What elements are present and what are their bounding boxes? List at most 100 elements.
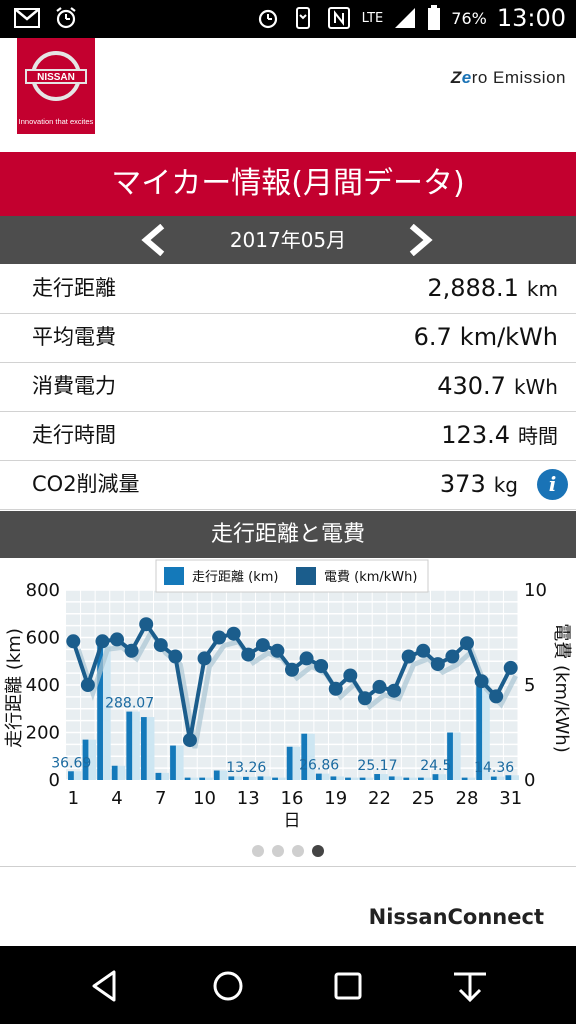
distance-bar (213, 770, 220, 780)
stat-label: 消費電力 (32, 374, 116, 398)
stat-value: 123.4 時間 (441, 421, 558, 449)
stat-row-distance: 走行距離 2,888.1 km (0, 264, 576, 314)
efficiency-point (372, 679, 387, 694)
status-bar: LTE 76% 13:00 (0, 0, 576, 38)
next-month-button[interactable] (404, 224, 438, 256)
efficiency-point (328, 681, 343, 696)
back-icon[interactable] (84, 964, 128, 1008)
distance-bar-shadow (187, 777, 199, 780)
clock: 13:00 (496, 4, 566, 32)
distance-bar (243, 776, 249, 780)
y-tick-left: 0 (49, 770, 60, 791)
distance-bar (505, 775, 512, 780)
efficiency-point (255, 638, 270, 653)
distance-bar-shadow (508, 775, 519, 780)
distance-bar (257, 776, 264, 780)
efficiency-point (285, 662, 299, 677)
legend-distance: 走行距離 (km) (192, 570, 278, 585)
download-icon[interactable] (448, 964, 492, 1008)
vibrate-icon (295, 7, 310, 29)
network-type: LTE (361, 10, 384, 26)
distance-bar-shadow (391, 776, 403, 780)
distance-bar-shadow (85, 739, 97, 780)
distance-bar (97, 644, 103, 780)
nissan-emblem-icon: NISSAN (25, 51, 87, 101)
efficiency-point (489, 689, 504, 704)
efficiency-point (124, 643, 139, 658)
efficiency-point (226, 626, 241, 641)
efficiency-point (503, 660, 518, 675)
efficiency-point (314, 659, 329, 673)
distance-bar (199, 777, 206, 780)
efficiency-point (270, 643, 285, 658)
distance-bar-shadow (71, 771, 82, 780)
prev-month-button[interactable] (136, 224, 170, 256)
efficiency-point (110, 632, 125, 647)
distance-bar (272, 777, 278, 780)
recents-icon[interactable] (326, 964, 370, 1008)
efficiency-point (139, 617, 154, 632)
distance-bar (359, 777, 366, 780)
x-tick: 10 (193, 788, 216, 809)
data-label: 25.17 (357, 758, 397, 774)
stat-row-co2: CO2削減量 373 kg i (0, 460, 576, 510)
efficiency-point (299, 651, 314, 666)
distance-bar-shadow (114, 765, 126, 780)
app-header: NISSAN Innovation that excites Zero Emis… (0, 38, 576, 153)
nissan-connect-logo: NissanConnect (368, 905, 544, 929)
distance-bar (82, 739, 89, 780)
data-label: 36.69 (51, 755, 91, 771)
legend-swatch-distance (164, 567, 184, 585)
distance-bar (388, 776, 395, 780)
efficiency-point (459, 636, 474, 651)
distance-bar (140, 717, 147, 780)
efficiency-point (445, 649, 460, 664)
x-tick: 7 (155, 788, 166, 809)
nfc-icon (327, 7, 350, 29)
data-label: 14.36 (474, 760, 514, 776)
efficiency-point (401, 649, 416, 664)
legend-swatch-efficiency (296, 567, 316, 585)
distance-bar-shadow (420, 777, 432, 780)
home-icon[interactable] (206, 964, 250, 1008)
distance-bar-shadow (377, 774, 388, 780)
stat-label: 走行距離 (32, 276, 116, 300)
data-label: 13.26 (226, 760, 266, 776)
distance-bar-shadow (435, 774, 447, 780)
stat-row-efficiency: 平均電費 6.7 km/kWh (0, 313, 576, 363)
distance-bar (301, 733, 308, 780)
distance-bar-shadow (348, 777, 359, 780)
distance-bar-shadow (275, 777, 286, 780)
page-dot (292, 845, 304, 857)
chart-area[interactable]: 36.69 288.07 13.26 26.86 25.17 24.5 14.36 0 200… (0, 558, 576, 838)
distance-bar-shadow (362, 777, 374, 780)
distance-bar (68, 771, 74, 780)
distance-bar-shadow (100, 644, 111, 780)
distance-bar-shadow (406, 777, 417, 780)
distance-bar-shadow (318, 773, 330, 780)
info-icon[interactable]: i (537, 469, 568, 500)
distance-bar (126, 711, 133, 780)
x-tick: 13 (237, 788, 260, 809)
data-label: 26.86 (299, 758, 339, 774)
efficiency-point (66, 634, 81, 649)
efficiency-point (474, 674, 489, 689)
page-indicator[interactable] (0, 842, 576, 858)
gmail-icon (14, 8, 40, 28)
efficiency-point (430, 657, 445, 672)
page-dot (252, 845, 264, 857)
efficiency-point (343, 668, 358, 683)
distance-bar-shadow (333, 776, 344, 780)
nissan-logo[interactable]: NISSAN Innovation that excites (17, 38, 95, 134)
distance-bar (345, 777, 351, 780)
y-tick-right: 10 (524, 580, 547, 601)
y-tick-right: 5 (524, 675, 535, 696)
distance-bar (286, 746, 293, 780)
distance-bar (403, 777, 410, 780)
efficiency-point (153, 638, 168, 653)
distance-bar (184, 777, 191, 780)
distance-bar-shadow (493, 776, 505, 780)
logo-tagline: Innovation that excites (18, 117, 94, 126)
legend-efficiency: 電費 (km/kWh) (324, 570, 417, 585)
distance-bar (111, 765, 118, 780)
